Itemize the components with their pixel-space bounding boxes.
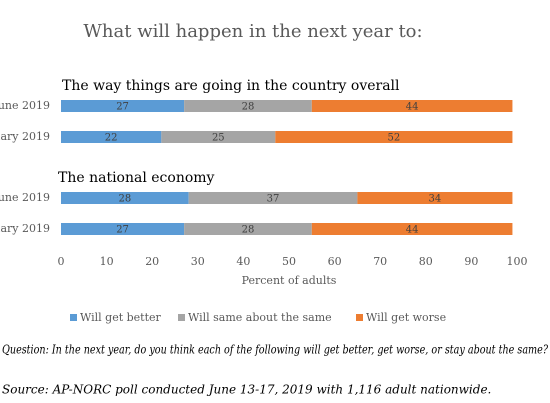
x-tick-label: 60: [328, 255, 342, 268]
data-label: 28: [242, 225, 255, 236]
legend-label: Will same about the same: [188, 311, 332, 324]
x-tick-label: 40: [236, 255, 250, 268]
bar-segment: [184, 223, 312, 235]
data-label: 28: [118, 194, 131, 205]
x-tick-label: 70: [373, 255, 387, 268]
bar-segment: [61, 100, 185, 112]
data-label: 34: [429, 194, 442, 205]
data-label: 27: [116, 225, 129, 236]
bar-segment: [357, 192, 513, 204]
x-tick-label: 50: [282, 255, 296, 268]
legend-label: Will get worse: [366, 311, 446, 324]
x-tick-label: 20: [145, 255, 159, 268]
data-label: 44: [406, 102, 419, 113]
bar-segment: [61, 192, 189, 204]
group-label: The way things are going in the country …: [62, 78, 400, 94]
bar-segment: [311, 100, 513, 112]
bar-segment: [311, 223, 513, 235]
x-tick-label: 90: [464, 255, 478, 268]
x-tick-label: 10: [100, 255, 114, 268]
x-tick-label: 80: [419, 255, 433, 268]
question-note: Question: In the next year, do you think…: [2, 343, 548, 357]
bar-segment: [61, 131, 162, 143]
data-label: 44: [406, 225, 419, 236]
data-label: 28: [242, 102, 255, 113]
x-tick-label: 30: [191, 255, 205, 268]
y-tick-label: February 2019: [0, 222, 50, 235]
data-label: 25: [212, 133, 225, 144]
chart-title: What will happen in the next year to:: [83, 21, 422, 42]
bar-segment: [184, 100, 312, 112]
group-label: The national economy: [58, 170, 215, 186]
bar-segment: [275, 131, 513, 143]
bar-segment: [188, 192, 358, 204]
y-tick-label: June 2019: [0, 99, 50, 112]
legend-swatch: [178, 314, 185, 321]
x-axis-label: Percent of adults: [242, 274, 337, 287]
x-tick-label: 100: [507, 255, 528, 268]
data-label: 52: [388, 133, 401, 144]
legend-swatch: [70, 314, 77, 321]
data-label: 22: [105, 133, 118, 144]
x-tick-label: 0: [58, 255, 65, 268]
y-tick-label: June 2019: [0, 191, 50, 204]
bar-segment: [161, 131, 276, 143]
source-note: Source: AP-NORC poll conducted June 13-1…: [2, 383, 491, 397]
data-label: 37: [267, 194, 280, 205]
legend-swatch: [356, 314, 363, 321]
y-tick-label: February 2019: [0, 130, 50, 143]
bar-segment: [61, 223, 185, 235]
data-label: 27: [116, 102, 129, 113]
legend-label: Will get better: [80, 311, 162, 324]
